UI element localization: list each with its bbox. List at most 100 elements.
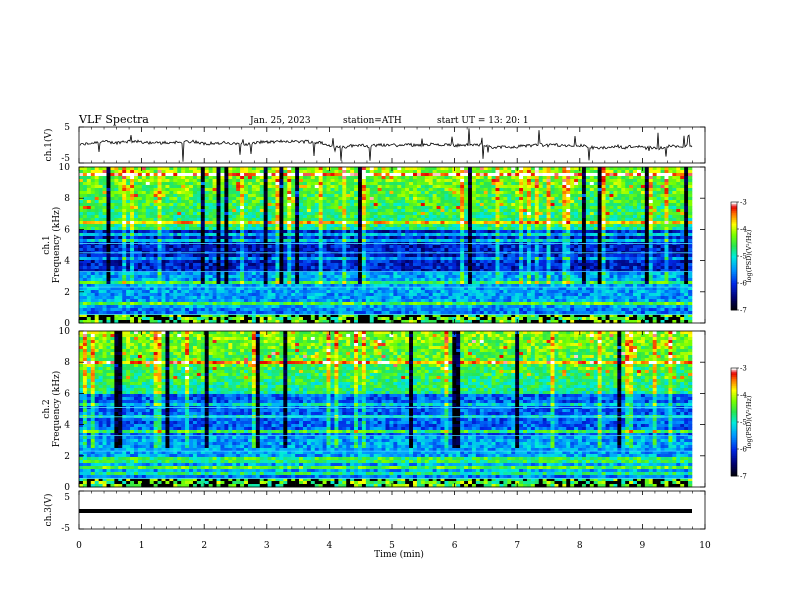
spectrogram-cell	[499, 215, 504, 219]
spectrogram-cell	[102, 209, 107, 213]
spectrogram-cell	[495, 233, 500, 237]
spectrogram-cell	[597, 245, 602, 249]
spectrogram-cell	[487, 188, 492, 192]
spectrogram-cell	[130, 227, 135, 231]
ch1-waveform-line	[79, 128, 693, 162]
spectrogram-cell	[216, 179, 221, 183]
spectrogram-cell	[507, 233, 512, 237]
spectrogram-cell	[354, 236, 359, 240]
spectrogram-cell	[511, 239, 516, 243]
spectrogram-cell	[424, 191, 430, 195]
spectrogram-cell	[416, 209, 422, 213]
spectrogram-cell	[487, 200, 492, 204]
spectrogram-cell	[389, 209, 394, 213]
spectrogram-cell	[165, 239, 170, 243]
spectrogram-cell	[137, 215, 143, 219]
spectrogram-cell	[196, 245, 202, 249]
spectrogram-cell	[306, 191, 312, 195]
spectrogram-cell	[236, 248, 241, 252]
spectrogram-cell	[534, 212, 540, 216]
spectrogram-cell	[389, 233, 394, 237]
spectrogram-cell	[259, 176, 264, 180]
spectrogram-cell	[251, 176, 257, 180]
spectrogram-cell	[169, 191, 174, 195]
spectrogram-cell	[432, 224, 437, 228]
spectrogram-cell	[648, 167, 654, 171]
spectrogram-cell	[192, 239, 198, 243]
spectrogram-cell	[676, 176, 681, 180]
spectrogram-cell	[581, 191, 587, 195]
spectrogram-cell	[393, 170, 398, 174]
spectrogram-cell	[503, 173, 508, 177]
spectrogram-cell	[424, 194, 430, 198]
spectrogram-cell	[279, 230, 284, 234]
spectrogram-cell	[475, 203, 481, 207]
spectrogram-cell	[668, 248, 673, 252]
spectrogram-cell	[499, 167, 504, 171]
spectrogram-cell	[668, 191, 673, 195]
spectrogram-cell	[393, 182, 398, 186]
spectrogram-cell	[306, 173, 312, 177]
spectrogram-cell	[456, 221, 461, 225]
spectrogram-cell	[330, 182, 335, 186]
spectrogram-cell	[385, 221, 390, 225]
spectrogram-cell	[299, 239, 304, 243]
spectrogram-cell	[460, 209, 465, 213]
spectrogram-cell	[192, 173, 198, 177]
spectrogram-cell	[177, 257, 182, 261]
spectrogram-cell	[534, 176, 540, 180]
spectrogram-cell	[511, 203, 516, 207]
spectrogram-cell	[354, 200, 359, 204]
spectrogram-cell	[448, 239, 453, 243]
spectrogram-cell	[468, 167, 473, 171]
spectrogram-cell	[126, 224, 131, 228]
spectrogram-cell	[381, 182, 386, 186]
spectrogram-cell	[357, 182, 363, 186]
spectrogram-cell	[676, 227, 681, 231]
spectrogram-cell	[542, 254, 547, 258]
spectrogram-cell	[542, 191, 547, 195]
spectrogram-cell	[79, 200, 84, 204]
spectrogram-cell	[157, 215, 162, 219]
spectrogram-cell	[212, 260, 217, 264]
spectrogram-cell	[232, 215, 237, 219]
spectrogram-cell	[550, 170, 555, 174]
spectrogram-cell	[605, 215, 610, 219]
spectrogram-cell	[90, 185, 96, 189]
spectrogram-cell	[153, 185, 158, 189]
spectrogram-cell	[236, 239, 241, 243]
spectrogram-cell	[369, 200, 375, 204]
spectrogram-cell	[102, 230, 107, 234]
spectrogram-cell	[460, 248, 465, 252]
spectrogram-cell	[471, 236, 477, 240]
spectrogram-cell	[192, 200, 198, 204]
spectrogram-cell	[597, 248, 602, 252]
spectrogram-cell	[141, 194, 147, 198]
spectrogram-cell	[479, 182, 485, 186]
spectrogram-cell	[106, 257, 111, 261]
spectrogram-cell	[110, 206, 115, 210]
spectrogram-cell	[483, 218, 488, 222]
spectrogram-cell	[145, 173, 151, 177]
spectrogram-cell	[334, 230, 339, 234]
spectrogram-cell	[601, 218, 606, 222]
spectrogram-cell	[165, 167, 170, 171]
spectrogram-cell	[464, 188, 469, 192]
spectrogram-cell	[165, 227, 170, 231]
spectrogram-cell	[299, 218, 304, 222]
spectrogram-cell	[251, 209, 257, 213]
spectrogram-cell	[122, 200, 127, 204]
spectrogram-cell	[625, 182, 630, 186]
spectrogram-cell	[432, 188, 437, 192]
spectrogram-cell	[420, 239, 426, 243]
spectrogram-cell	[633, 233, 638, 237]
spectrogram-cell	[240, 185, 245, 189]
spectrogram-cell	[137, 167, 143, 171]
spectrogram-cell	[141, 188, 147, 192]
spectrogram-cell	[629, 254, 634, 258]
spectrogram-cell	[550, 182, 555, 186]
spectrogram-cell	[357, 200, 363, 204]
spectrogram-cell	[680, 200, 685, 204]
spectrogram-cell	[625, 257, 630, 261]
spectrogram-cell	[204, 173, 209, 177]
